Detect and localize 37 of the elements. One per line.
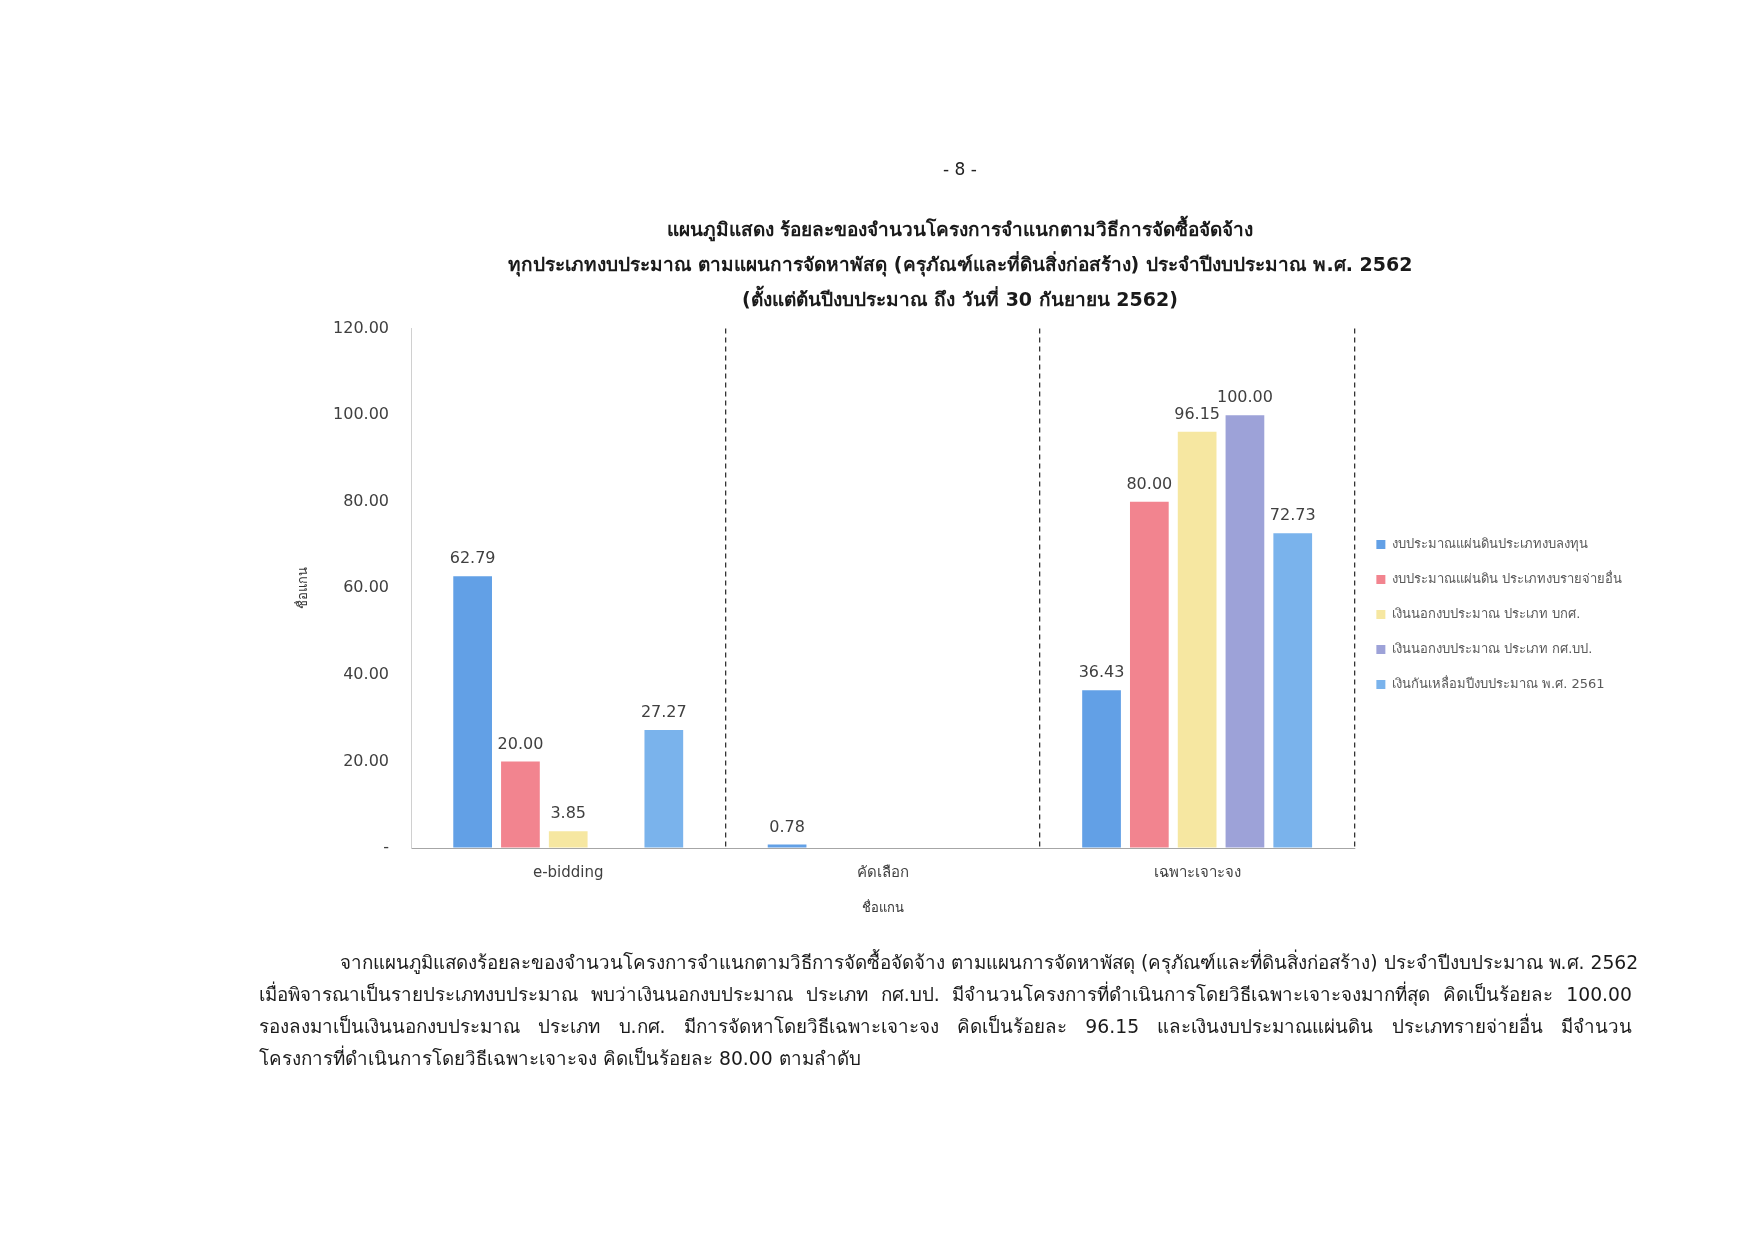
text: - 8 -	[943, 159, 977, 179]
bar	[767, 844, 807, 848]
legend-label: เงินนอกงบประมาณ ประเภท บกศ.	[1391, 605, 1581, 621]
text: จากแผนภูมิแสดงร้อยละของจำนวนโครงการจำแนกตามวิธีการจัดซื้อจัดจ้าง ตามแผนการจัดหาพัสดุ (ครุภัณฑ์และที่ดินสิ่งก่อสร้าง) ประจำปีงบประมาณ พ.ศ. 2562 เมื่อพิจารณาเป็นรายประเภทงบประมาณ พบว่าเงินนอกงบประมาณ ประเภท กศ.บป. มีจำนวนโครงการที่ดำเนินการโดยวิธีเฉพาะเจาะจงมากที่สุด คิดเป็นร้อยละ 100.00 รองลงมาเป็นเงินนอกงบประมาณ ประเภท บ.กศ. มีการจัดหาโดยวิธีเฉพาะเจาะจง คิดเป็นร้อยละ 96.15 และเงินงบประมาณแผ่นดิน ประเภทรายจ่ายอื่น มีจำนวน โครงการที่ดำเนินการโดยวิธีเฉพาะเจาะจง คิดเป็นร้อยละ 80.00 ตามลำดับ	[259, 948, 1639, 1071]
data-label: 3.85	[550, 803, 587, 823]
bar	[1177, 431, 1217, 848]
x-tick-label: e-bidding	[532, 862, 604, 881]
bar	[501, 761, 540, 848]
data-label: 62.79	[449, 548, 496, 568]
data-label: 0.78	[769, 816, 805, 836]
bar	[453, 576, 492, 848]
y-tick-label: 120.00	[333, 317, 389, 337]
legend-label: เงินกันเหลื่อมปีงบประมาณ พ.ศ. 2561	[1391, 674, 1605, 691]
y-axis-title: ชื่อแกน	[294, 567, 311, 610]
bar	[548, 831, 588, 848]
data-label: 20.00	[497, 733, 544, 753]
x-tick-label: คัดเลือก	[856, 862, 909, 881]
legend-label: งบประมาณแผ่นดินประเภทงบลงทุน	[1391, 535, 1588, 552]
y-tick-label: 20.00	[343, 750, 389, 770]
y-tick-label: 80.00	[343, 490, 389, 510]
data-label: 80.00	[1126, 473, 1173, 493]
data-label: 36.43	[1078, 662, 1125, 682]
bar	[1082, 690, 1121, 848]
y-tick-label: 40.00	[343, 664, 389, 684]
y-tick-label: 100.00	[333, 404, 389, 424]
bar	[1129, 501, 1169, 848]
bar	[1273, 533, 1313, 848]
x-axis-title: ชื่อแกน	[861, 898, 904, 915]
data-label: 72.73	[1269, 505, 1316, 525]
bar	[644, 729, 684, 848]
legend-label: เงินนอกงบประมาณ ประเภท กศ.บป.	[1391, 640, 1593, 656]
y-tick-label: 60.00	[343, 577, 389, 597]
data-label: 27.27	[640, 702, 687, 722]
x-tick-label: เฉพาะเจาะจง	[1153, 862, 1241, 881]
legend-label: งบประมาณแผ่นดิน ประเภทงบรายจ่ายอื่น	[1391, 569, 1623, 586]
y-tick-label: -	[383, 837, 389, 857]
bar	[1225, 415, 1265, 848]
